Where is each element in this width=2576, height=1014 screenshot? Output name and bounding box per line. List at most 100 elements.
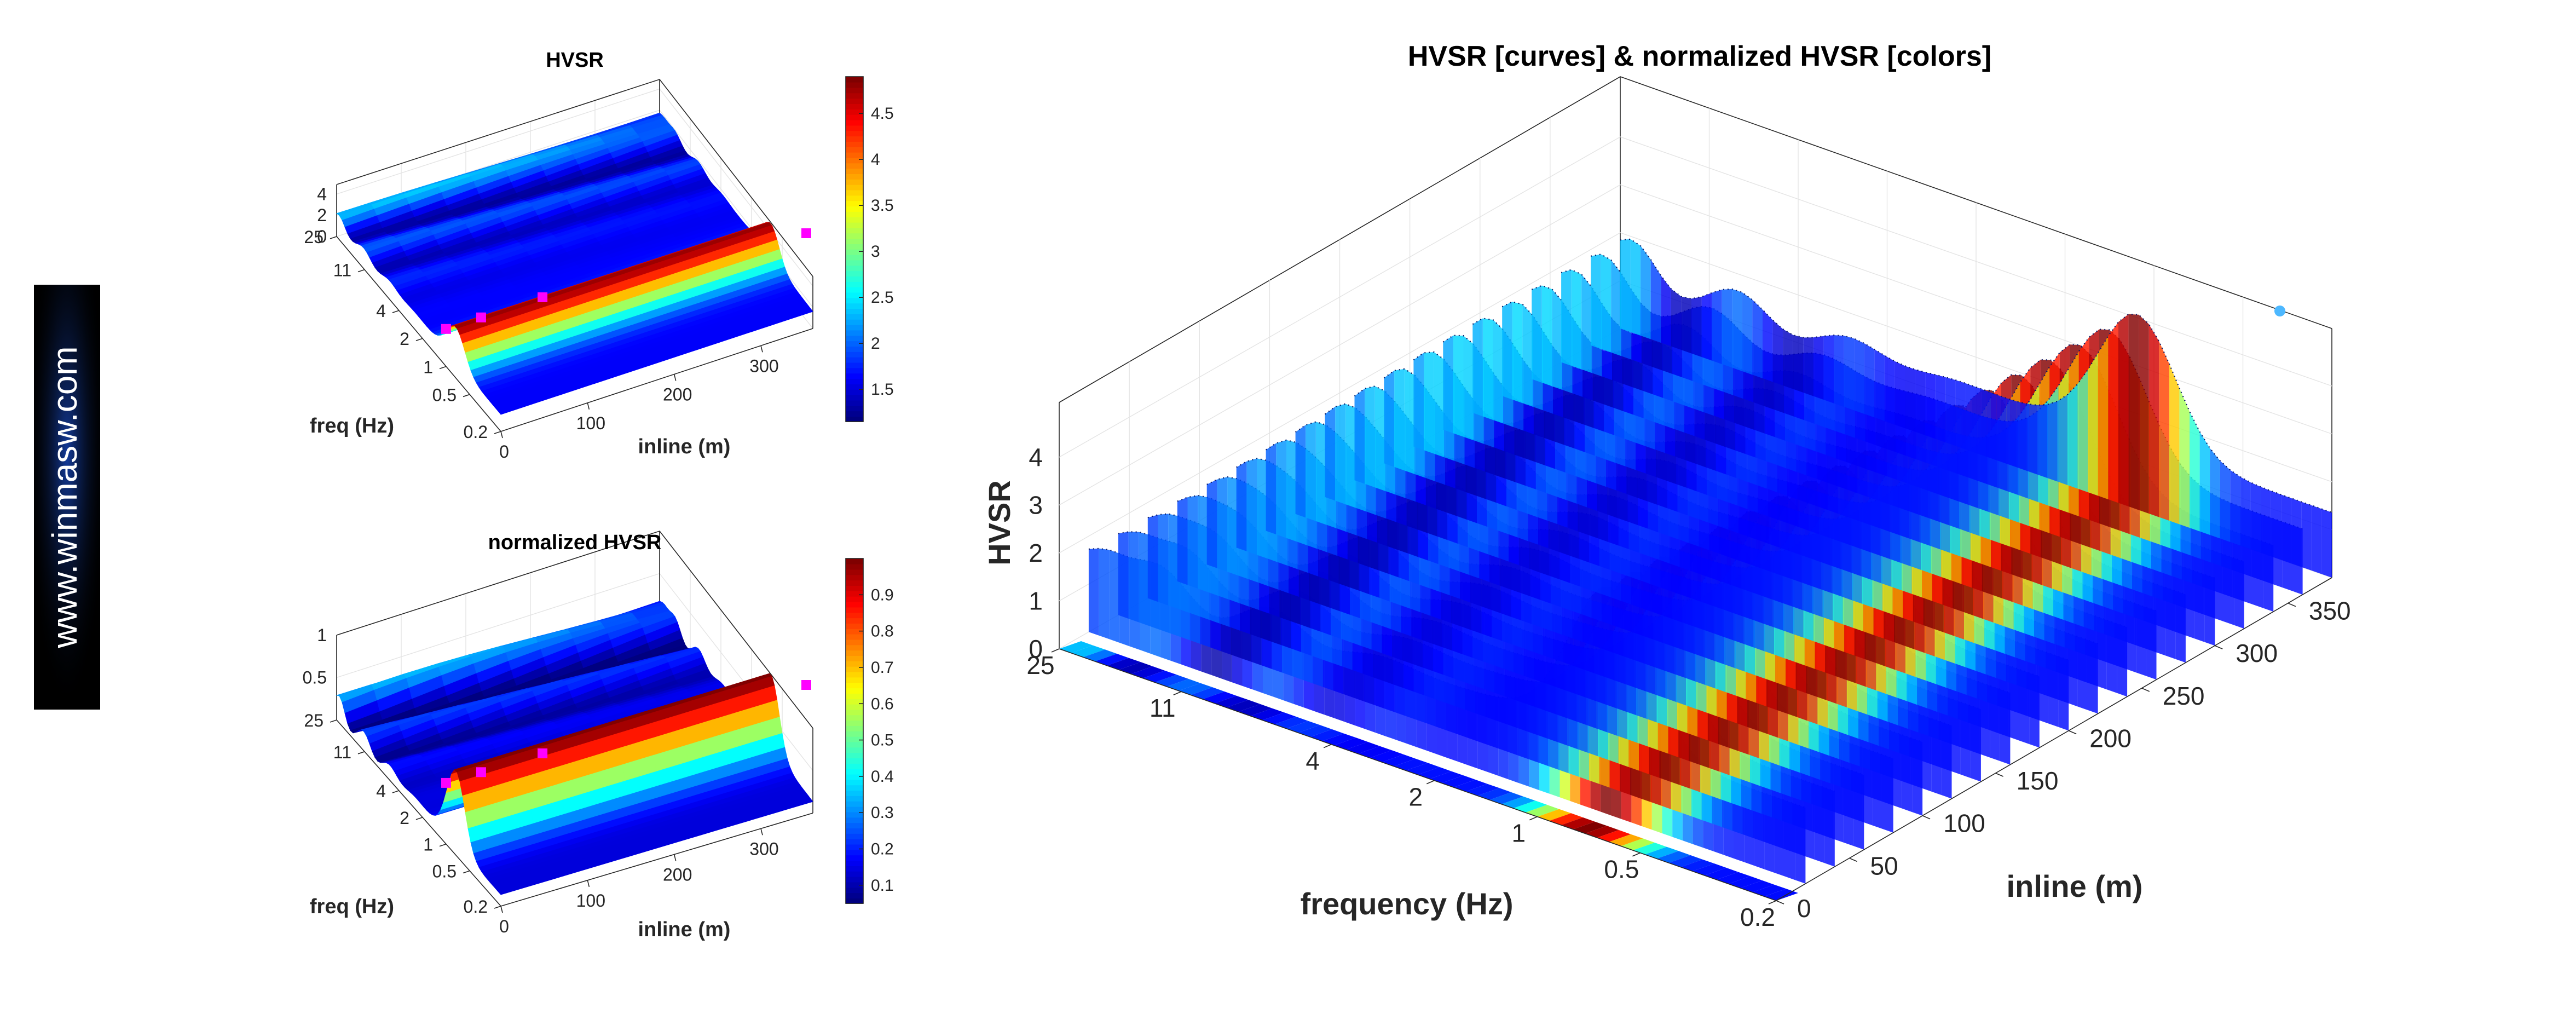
curve-fill <box>1712 289 1722 364</box>
colorbar-band <box>846 644 863 651</box>
colorbar-band <box>846 367 863 374</box>
floor-patch <box>1621 838 1655 850</box>
curve-fill <box>1206 479 1217 568</box>
colorbar-band <box>846 650 863 656</box>
curve-fill <box>1217 477 1228 572</box>
inline-tick <box>760 345 763 353</box>
curve-fill <box>1874 349 1885 421</box>
colorbar-frame <box>845 558 864 904</box>
colorbar-band <box>846 222 863 228</box>
curve-fill <box>1935 375 1946 442</box>
floor-patch <box>1728 876 1763 888</box>
colorbar-band <box>846 227 863 234</box>
freq-tick <box>494 906 501 909</box>
colorbar-band <box>846 817 863 823</box>
curve-fill <box>1413 353 1424 451</box>
curve-fill <box>1443 335 1453 434</box>
freq-tick-label: 4 <box>1306 747 1320 775</box>
colorbar-band <box>846 77 863 83</box>
curve-fill <box>1482 318 1493 420</box>
floor-patch <box>1310 729 1344 741</box>
floor-patch <box>1166 679 1201 691</box>
curve-fill <box>2240 477 2251 549</box>
curve-fill <box>1571 269 1582 370</box>
colorbar-band <box>846 822 863 828</box>
floor-patch <box>1358 746 1392 758</box>
floor-patch <box>1705 868 1738 880</box>
colorbar-band <box>846 838 863 845</box>
freq-tick-label: 0.2 <box>1740 903 1775 931</box>
colorbar-band <box>846 163 863 169</box>
freq-axis-label: freq (Hz) <box>310 895 394 918</box>
curve-fill <box>1394 368 1405 471</box>
freq-axis-label: freq (Hz) <box>310 414 394 437</box>
curve-fill <box>2220 460 2231 542</box>
curve-fill <box>1541 285 1552 387</box>
colorbar-band <box>846 168 863 174</box>
freq-tick <box>415 338 423 341</box>
watermark-text: www.winmasw.com <box>45 346 84 648</box>
curve-fill <box>1732 289 1742 371</box>
colorbar-band <box>846 303 863 309</box>
curve-fill <box>1986 390 1997 460</box>
inline-axis-label: inline (m) <box>638 435 731 458</box>
z-tick-label: 1 <box>1029 587 1043 615</box>
floor-patch <box>1418 767 1452 779</box>
inline-tick <box>2215 645 2223 649</box>
gridline <box>336 88 660 195</box>
curve-fill <box>1088 548 1099 636</box>
curve-fill <box>1552 289 1562 390</box>
freq-tick <box>463 394 470 397</box>
curve-fill <box>2281 494 2291 563</box>
colorbar-band <box>846 833 863 839</box>
colorbar-band <box>846 330 863 336</box>
colorbar-band <box>846 628 863 635</box>
colorbar-band <box>846 416 863 422</box>
z-tick-label: 1 <box>317 625 327 645</box>
colorbar-band <box>846 87 863 94</box>
colorbar-tick-label: 0.7 <box>871 659 894 677</box>
inline-tick <box>2288 602 2296 607</box>
inline-tick-label: 150 <box>2017 767 2059 795</box>
freq-tick <box>357 269 365 273</box>
colorbar-band <box>846 574 863 581</box>
inline-tick-label: 250 <box>2163 682 2205 710</box>
colorbar-band <box>846 677 863 683</box>
curve-fill <box>1463 336 1474 441</box>
colorbar-band <box>846 411 863 417</box>
curve-fill <box>1404 368 1415 474</box>
floor-patch <box>1238 704 1273 716</box>
freq-tick <box>463 870 470 874</box>
colorbar-band <box>846 265 863 272</box>
curve-fill <box>1996 394 2007 464</box>
freq-tick <box>330 719 337 723</box>
colorbar-band <box>846 720 863 726</box>
floor-patch <box>1656 851 1691 863</box>
colorbar-band <box>846 741 863 748</box>
colorbar-band <box>846 157 863 164</box>
colorbar-band <box>846 179 863 185</box>
colorbar-band <box>846 286 863 293</box>
freq-tick <box>357 751 365 754</box>
floor-patch <box>1059 641 1093 653</box>
inline-tick <box>673 854 677 861</box>
colorbar-tick-label: 2 <box>871 335 880 353</box>
colorbar-band <box>846 876 863 883</box>
colorbar-band <box>846 233 863 239</box>
colorbar-band <box>846 82 863 88</box>
curve-fill <box>1701 292 1712 361</box>
colorbar-band <box>846 688 863 694</box>
curve-fill <box>2199 431 2210 535</box>
position-marker <box>2274 306 2285 316</box>
z-tick-label: 2 <box>317 205 327 225</box>
watermark: www.winmasw.com <box>34 285 100 710</box>
colorbar-band <box>846 790 863 796</box>
colorbar-band <box>846 844 863 850</box>
freq-tick <box>392 790 400 793</box>
curve-fill <box>1493 320 1504 424</box>
floor-patch <box>1561 817 1595 829</box>
inline-tick-label: 0 <box>499 442 509 462</box>
curve-fill <box>1834 335 1844 407</box>
